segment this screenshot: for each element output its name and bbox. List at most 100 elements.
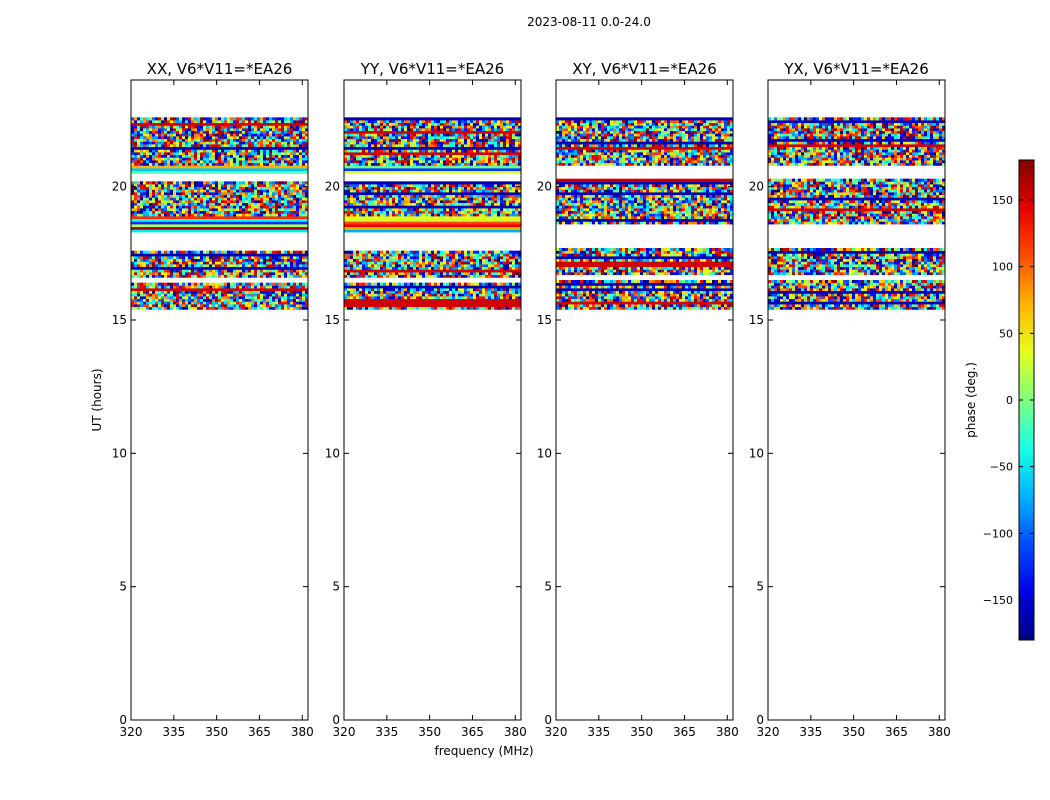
heatmap-cell	[464, 282, 468, 286]
heatmap-cell	[305, 141, 309, 145]
heatmap-cell	[431, 290, 435, 294]
heatmap-cell	[500, 290, 504, 294]
heatmap-cell	[422, 272, 426, 276]
heatmap-cell	[431, 272, 435, 276]
heatmap-cell	[353, 141, 357, 145]
heatmap-cell	[161, 210, 165, 214]
heatmap-cell	[197, 282, 201, 286]
heatmap-cell	[176, 194, 180, 198]
heatmap-cell	[347, 272, 351, 276]
heatmap-cell	[494, 256, 498, 260]
heatmap-cell	[476, 186, 480, 190]
heatmap-cell	[431, 288, 435, 292]
heatmap-cell	[263, 130, 267, 134]
heatmap-cell	[257, 152, 261, 156]
heatmap-cell	[170, 306, 174, 310]
heatmap-cell	[407, 288, 411, 292]
heatmap-cell	[170, 304, 174, 308]
heatmap-cell	[494, 162, 498, 166]
heatmap-cell	[347, 184, 351, 188]
heatmap-cell	[353, 136, 357, 140]
heatmap-cell	[506, 293, 510, 297]
heatmap-cell	[212, 250, 216, 254]
heatmap-cell	[278, 157, 282, 161]
heatmap-band	[344, 181, 521, 185]
heatmap-cell	[263, 144, 267, 148]
heatmap-cell	[356, 184, 360, 188]
heatmap-cell	[218, 197, 222, 201]
heatmap-cell	[149, 205, 153, 209]
heatmap-cell	[503, 272, 507, 276]
heatmap-cell	[356, 189, 360, 193]
heatmap-cell	[512, 274, 516, 278]
heatmap-cell	[248, 306, 252, 310]
heatmap-cell	[278, 306, 282, 310]
heatmap-cell	[416, 144, 420, 148]
heatmap-cell	[488, 149, 492, 153]
heatmap-cell	[194, 272, 198, 276]
heatmap-cell	[191, 264, 195, 268]
heatmap-cell	[230, 136, 234, 140]
heatmap-cell	[164, 181, 168, 185]
heatmap-cell	[188, 274, 192, 278]
heatmap-cell	[269, 157, 273, 161]
heatmap-cell	[185, 210, 189, 214]
heatmap-cell	[371, 133, 375, 137]
heatmap-cell	[218, 160, 222, 164]
heatmap-cell	[356, 264, 360, 268]
heatmap-cell	[506, 149, 510, 153]
heatmap-cell	[434, 154, 438, 158]
heatmap-cell	[236, 290, 240, 294]
heatmap-cell	[494, 274, 498, 278]
heatmap-cell	[479, 264, 483, 268]
heatmap-cell	[452, 162, 456, 166]
heatmap-cell	[374, 250, 378, 254]
heatmap-cell	[269, 293, 273, 297]
heatmap-cell	[374, 141, 378, 145]
heatmap-cell	[173, 162, 177, 166]
heatmap-cell	[368, 149, 372, 153]
heatmap-cell	[170, 213, 174, 217]
heatmap-cell	[149, 138, 153, 142]
heatmap-cell	[185, 250, 189, 254]
heatmap-cell	[368, 133, 372, 137]
heatmap-cell	[152, 282, 156, 286]
heatmap-cell	[380, 288, 384, 292]
heatmap-cell	[479, 210, 483, 214]
heatmap-cell	[434, 266, 438, 270]
heatmap-cell	[485, 141, 489, 145]
heatmap-cell	[347, 306, 351, 310]
heatmap-cell	[278, 258, 282, 262]
heatmap-cell	[161, 184, 165, 188]
heatmap-cell	[491, 200, 495, 204]
heatmap-cell	[461, 200, 465, 204]
heatmap-cell	[221, 208, 225, 212]
heatmap-cell	[206, 157, 210, 161]
heatmap-cell	[143, 264, 147, 268]
heatmap-cell	[299, 144, 303, 148]
heatmap-cell	[377, 290, 381, 294]
heatmap-cell	[245, 301, 249, 305]
heatmap-cell	[206, 301, 210, 305]
heatmap-cell	[254, 250, 258, 254]
heatmap-cell	[293, 186, 297, 190]
heatmap-cell	[251, 192, 255, 196]
heatmap-cell	[239, 128, 243, 132]
heatmap-cell	[419, 162, 423, 166]
heatmap-cell	[194, 304, 198, 308]
heatmap-cell	[377, 258, 381, 262]
heatmap-cell	[365, 261, 369, 265]
heatmap-cell	[383, 162, 387, 166]
heatmap-cell	[143, 160, 147, 164]
heatmap-cell	[248, 130, 252, 134]
heatmap-cell	[509, 162, 513, 166]
heatmap-cell	[218, 306, 222, 310]
heatmap-cell	[506, 306, 510, 310]
heatmap-cell	[287, 160, 291, 164]
heatmap-cell	[416, 184, 420, 188]
heatmap-cell	[461, 210, 465, 214]
heatmap-cell	[389, 197, 393, 201]
heatmap-cell	[275, 304, 279, 308]
heatmap-cell	[227, 141, 231, 145]
heatmap-cell	[170, 298, 174, 302]
